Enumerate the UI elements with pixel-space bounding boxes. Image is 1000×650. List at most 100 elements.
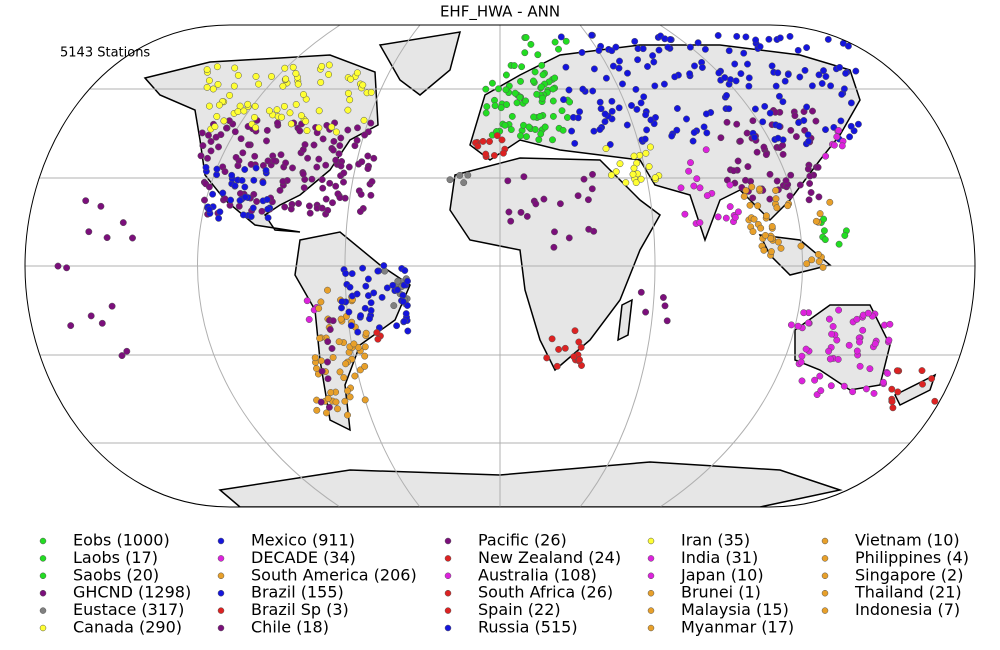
station-marker <box>557 33 565 41</box>
station-marker <box>555 45 562 53</box>
station-marker <box>820 67 827 75</box>
station-marker <box>495 85 502 93</box>
station-marker <box>341 397 349 405</box>
station-marker <box>673 126 681 134</box>
station-marker <box>358 158 366 166</box>
station-marker <box>389 281 397 289</box>
station-marker <box>596 126 604 133</box>
station-marker <box>555 345 563 353</box>
station-marker <box>550 243 558 251</box>
station-marker <box>297 112 305 120</box>
station-marker <box>332 398 340 406</box>
station-marker <box>578 49 586 56</box>
station-marker <box>607 171 615 179</box>
station-marker <box>213 165 221 173</box>
station-marker <box>359 264 367 272</box>
station-marker <box>807 189 815 196</box>
station-marker <box>549 136 556 144</box>
station-marker <box>85 228 93 236</box>
station-marker <box>534 51 542 59</box>
station-marker <box>517 132 524 140</box>
station-marker <box>736 137 744 145</box>
station-marker <box>659 294 667 301</box>
station-marker <box>766 170 774 178</box>
station-marker <box>340 178 347 186</box>
station-marker <box>801 66 809 74</box>
station-marker <box>931 397 939 405</box>
station-marker <box>779 150 787 158</box>
station-marker <box>846 133 854 141</box>
station-marker <box>786 192 794 200</box>
station-marker <box>805 196 813 204</box>
station-marker <box>220 117 228 125</box>
station-marker <box>318 176 326 184</box>
station-marker <box>318 367 326 375</box>
station-marker <box>689 137 697 145</box>
station-marker <box>558 107 566 115</box>
station-marker <box>805 319 812 327</box>
station-marker <box>362 282 370 290</box>
station-marker <box>795 119 803 127</box>
legend-marker <box>217 624 225 632</box>
station-marker <box>317 298 325 306</box>
station-marker <box>888 398 896 406</box>
station-marker <box>847 99 855 107</box>
station-marker <box>302 117 310 125</box>
station-marker <box>696 219 704 227</box>
station-marker <box>336 368 344 376</box>
station-marker <box>394 277 402 285</box>
station-marker <box>304 154 312 162</box>
station-marker <box>756 43 764 51</box>
station-marker <box>344 411 351 419</box>
station-marker <box>588 185 596 193</box>
legend-marker <box>444 589 452 597</box>
station-marker <box>364 152 372 160</box>
station-marker <box>329 317 337 325</box>
station-marker <box>768 223 776 230</box>
station-marker <box>205 131 212 139</box>
station-marker <box>819 263 827 271</box>
station-marker <box>336 142 344 150</box>
station-marker <box>794 322 802 330</box>
station-marker <box>400 317 408 325</box>
station-marker <box>787 171 795 179</box>
station-marker <box>319 184 327 192</box>
station-marker <box>215 214 223 222</box>
station-marker <box>798 377 806 385</box>
station-marker <box>536 112 544 120</box>
station-marker <box>835 240 843 248</box>
station-marker <box>744 60 751 68</box>
station-marker <box>235 202 243 210</box>
station-marker <box>211 123 219 131</box>
station-marker <box>361 362 369 370</box>
station-marker <box>733 32 741 40</box>
station-marker <box>301 141 309 149</box>
station-marker <box>205 102 213 110</box>
station-marker <box>335 150 343 158</box>
station-marker <box>241 193 249 201</box>
station-marker <box>232 153 240 161</box>
station-marker <box>842 69 850 77</box>
station-marker <box>632 85 640 93</box>
station-marker <box>241 183 249 191</box>
station-marker <box>289 164 296 172</box>
station-marker <box>579 85 587 93</box>
station-marker <box>644 63 651 70</box>
station-marker <box>721 74 729 82</box>
station-marker <box>809 107 816 115</box>
station-marker <box>608 107 616 115</box>
station-marker <box>282 75 290 83</box>
station-marker <box>446 176 454 184</box>
station-marker <box>777 244 785 252</box>
station-marker <box>636 151 644 159</box>
station-marker <box>335 338 343 346</box>
station-marker <box>361 352 369 360</box>
station-marker <box>784 202 792 210</box>
legend-label: Myanmar (17) <box>681 618 794 637</box>
legend-marker <box>217 607 225 614</box>
station-marker <box>373 329 381 337</box>
station-marker <box>482 109 490 117</box>
station-marker <box>637 288 645 296</box>
station-marker <box>568 127 576 135</box>
